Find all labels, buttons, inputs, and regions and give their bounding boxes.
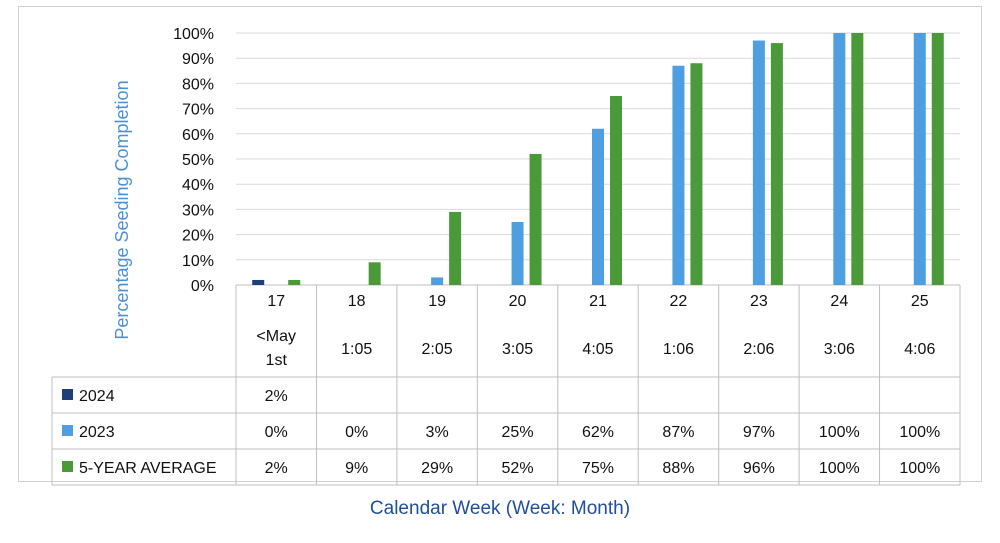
data-label: 2% [265, 388, 288, 405]
category-week-label: 19 [428, 293, 446, 310]
legend-label: 2023 [79, 424, 115, 441]
bar-5-year-average-19 [449, 211, 462, 285]
category-month-label: 1st [266, 352, 288, 369]
category-week-label: 25 [911, 293, 929, 310]
data-label: 97% [743, 424, 775, 441]
category-week-label: 21 [589, 293, 607, 310]
bar-5-year-average-22 [690, 63, 703, 285]
y-tick-label: 20% [182, 228, 214, 245]
data-label: 0% [345, 424, 368, 441]
category-week-label: 22 [670, 293, 688, 310]
category-month-label: 3:05 [502, 341, 533, 358]
data-label: 9% [345, 460, 368, 477]
bar-5-year-average-21 [610, 96, 622, 285]
category-week-label: 18 [348, 293, 366, 310]
legend-label: 2024 [79, 388, 115, 405]
y-tick-label: 60% [182, 127, 214, 144]
data-label: 52% [502, 460, 534, 477]
y-tick-label: 40% [182, 177, 214, 194]
category-week-label: 24 [830, 293, 848, 310]
legend-label: 5-YEAR AVERAGE [79, 460, 217, 477]
data-label: 100% [819, 460, 860, 477]
category-month-label: 2:05 [422, 341, 453, 358]
data-label: 100% [819, 424, 860, 441]
bar-2023-19 [431, 277, 444, 285]
data-label: 100% [899, 460, 940, 477]
bar-5-year-average-23 [770, 43, 783, 285]
category-week-label: 17 [267, 293, 285, 310]
category-week-label: 20 [509, 293, 527, 310]
category-week-label: 23 [750, 293, 768, 310]
bar-2024-17 [252, 279, 265, 285]
y-tick-label: 100% [173, 26, 214, 43]
data-label: 3% [426, 424, 449, 441]
bar-2023-20 [511, 222, 524, 285]
data-label: 25% [502, 424, 534, 441]
category-month-label: 4:06 [904, 341, 935, 358]
data-label: 87% [662, 424, 694, 441]
y-tick-label: 10% [182, 253, 214, 270]
chart-frame [18, 6, 982, 482]
y-tick-label: 0% [191, 278, 214, 295]
bar-2023-23 [752, 40, 765, 286]
y-tick-label: 50% [182, 152, 214, 169]
category-month-label: 4:05 [582, 341, 613, 358]
category-month-label: 2:06 [743, 341, 774, 358]
bar-5-year-average-18 [368, 262, 381, 285]
y-tick-label: 80% [182, 76, 214, 93]
bar-5-year-average-25 [931, 33, 944, 285]
bar-2023-24 [833, 33, 846, 285]
y-tick-label: 90% [182, 51, 214, 68]
bar-2023-25 [913, 33, 926, 285]
data-label: 88% [662, 460, 694, 477]
category-month-label: 1:06 [663, 341, 694, 358]
data-label: 96% [743, 460, 775, 477]
category-month-label: 3:06 [824, 341, 855, 358]
bar-5-year-average-24 [851, 33, 864, 285]
data-label: 2% [265, 460, 288, 477]
data-label: 62% [582, 424, 614, 441]
y-tick-label: 70% [182, 102, 214, 119]
legend-swatch-2023 [62, 425, 73, 436]
data-label: 100% [899, 424, 940, 441]
bar-5-year-average-17 [288, 279, 301, 285]
data-label: 0% [265, 424, 288, 441]
y-tick-label: 30% [182, 202, 214, 219]
x-axis-label: Calendar Week (Week: Month) [369, 498, 631, 519]
category-month-label: 1:05 [341, 341, 372, 358]
bar-2023-22 [672, 65, 685, 285]
data-label: 29% [421, 460, 453, 477]
legend-swatch-5-year-average [62, 461, 73, 472]
bar-2023-21 [592, 128, 604, 285]
data-label: 75% [582, 460, 614, 477]
category-month-label: <May [256, 328, 296, 345]
bar-5-year-average-20 [529, 153, 542, 285]
legend-swatch-2024 [62, 389, 73, 400]
y-axis-label: Percentage Seeding Completion [112, 80, 132, 340]
